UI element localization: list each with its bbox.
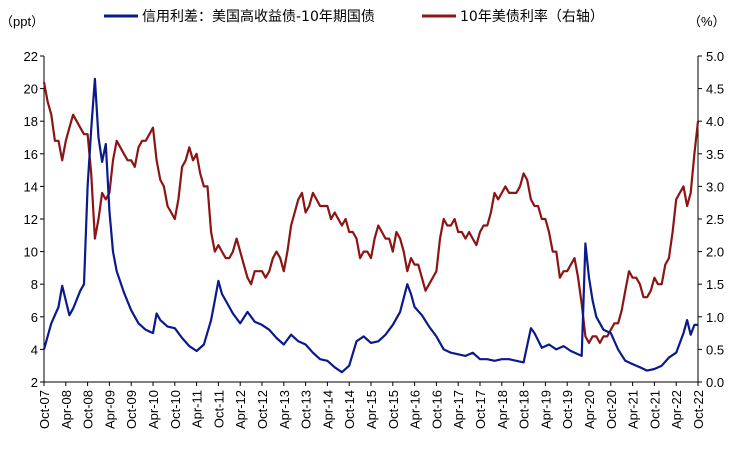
x-tick-label: Apr-17 bbox=[451, 390, 466, 429]
left-tick-label: 12 bbox=[24, 212, 38, 227]
x-tick-label: Apr-13 bbox=[277, 390, 292, 429]
x-tick-label: Apr-22 bbox=[669, 390, 684, 429]
series-layer bbox=[42, 77, 700, 374]
x-tick-label: Oct-16 bbox=[429, 390, 444, 429]
right-tick-label: 0.0 bbox=[706, 375, 724, 390]
x-tick-label: Oct-21 bbox=[647, 390, 662, 429]
left-tick-label: 20 bbox=[24, 82, 38, 97]
x-tick-label: Apr-15 bbox=[364, 390, 379, 429]
x-tick-label: Oct-07 bbox=[37, 390, 52, 429]
x-axis-ticks: Oct-07 Apr-08 Oct-08 Apr-09 Oct-09 Apr-10 Oct-… bbox=[37, 382, 706, 429]
x-tick-label: Apr-21 bbox=[626, 390, 641, 429]
right-tick-label: 3.0 bbox=[706, 179, 724, 194]
right-tick-label: 2.0 bbox=[706, 245, 724, 260]
x-tick-label: Oct-14 bbox=[342, 390, 357, 429]
right-tick-label: 1.0 bbox=[706, 310, 724, 325]
left-tick-label: 10 bbox=[24, 245, 38, 260]
x-tick-label: Oct-15 bbox=[386, 390, 401, 429]
series-line-us10y bbox=[42, 81, 700, 344]
legend: 信用利差：美国高收益债-10年期国债 10年美债利率（右轴） bbox=[104, 8, 604, 25]
right-tick-label: 5.0 bbox=[706, 49, 724, 64]
legend-label-credit-spread: 信用利差：美国高收益债-10年期国债 bbox=[142, 8, 375, 25]
x-tick-label: Oct-17 bbox=[473, 390, 488, 429]
x-tick-label: Oct-22 bbox=[691, 390, 706, 429]
left-axis-unit: （ppt） bbox=[0, 14, 44, 29]
x-tick-label: Oct-19 bbox=[560, 390, 575, 429]
x-tick-label: Apr-09 bbox=[102, 390, 117, 429]
x-tick-label: Oct-11 bbox=[211, 390, 226, 428]
left-tick-label: 14 bbox=[24, 179, 38, 194]
right-tick-label: 3.5 bbox=[706, 147, 724, 162]
x-tick-label: Apr-18 bbox=[495, 390, 510, 429]
left-tick-label: 4 bbox=[31, 342, 38, 357]
x-tick-label: Oct-20 bbox=[604, 390, 619, 429]
x-tick-label: Oct-10 bbox=[168, 390, 183, 429]
left-tick-label: 8 bbox=[31, 277, 38, 292]
x-tick-label: Apr-10 bbox=[146, 390, 161, 429]
right-axis-unit: （%） bbox=[688, 14, 726, 29]
left-tick-label: 2 bbox=[31, 375, 38, 390]
x-tick-label: Apr-08 bbox=[59, 390, 74, 429]
x-tick-label: Apr-16 bbox=[408, 390, 423, 429]
right-axis-ticks: 0.0 0.5 1.0 1.5 2.0 2.5 3.0 3.5 4.0 4.5 5.0 bbox=[698, 49, 724, 390]
right-tick-label: 4.5 bbox=[706, 82, 724, 97]
x-tick-label: Apr-11 bbox=[190, 390, 205, 428]
x-tick-label: Apr-12 bbox=[233, 390, 248, 429]
right-tick-label: 4.0 bbox=[706, 114, 724, 129]
left-tick-label: 16 bbox=[24, 147, 38, 162]
x-tick-label: Oct-13 bbox=[299, 390, 314, 429]
x-tick-label: Oct-12 bbox=[255, 390, 270, 429]
right-tick-label: 0.5 bbox=[706, 342, 724, 357]
left-tick-label: 22 bbox=[24, 49, 38, 64]
x-tick-label: Apr-14 bbox=[320, 390, 335, 429]
left-tick-label: 6 bbox=[31, 310, 38, 325]
x-tick-label: Oct-08 bbox=[81, 390, 96, 429]
series-line-credit-spread bbox=[42, 77, 698, 374]
x-tick-label: Oct-09 bbox=[124, 390, 139, 429]
x-tick-label: Apr-19 bbox=[538, 390, 553, 429]
left-axis-ticks: 2 4 6 8 10 12 14 16 18 20 22 bbox=[24, 49, 44, 390]
legend-label-us10y: 10年美债利率（右轴） bbox=[460, 8, 604, 25]
right-tick-label: 2.5 bbox=[706, 212, 724, 227]
x-tick-label: Oct-18 bbox=[517, 390, 532, 429]
right-tick-label: 1.5 bbox=[706, 277, 724, 292]
x-tick-label: Apr-20 bbox=[582, 390, 597, 429]
left-tick-label: 18 bbox=[24, 114, 38, 129]
